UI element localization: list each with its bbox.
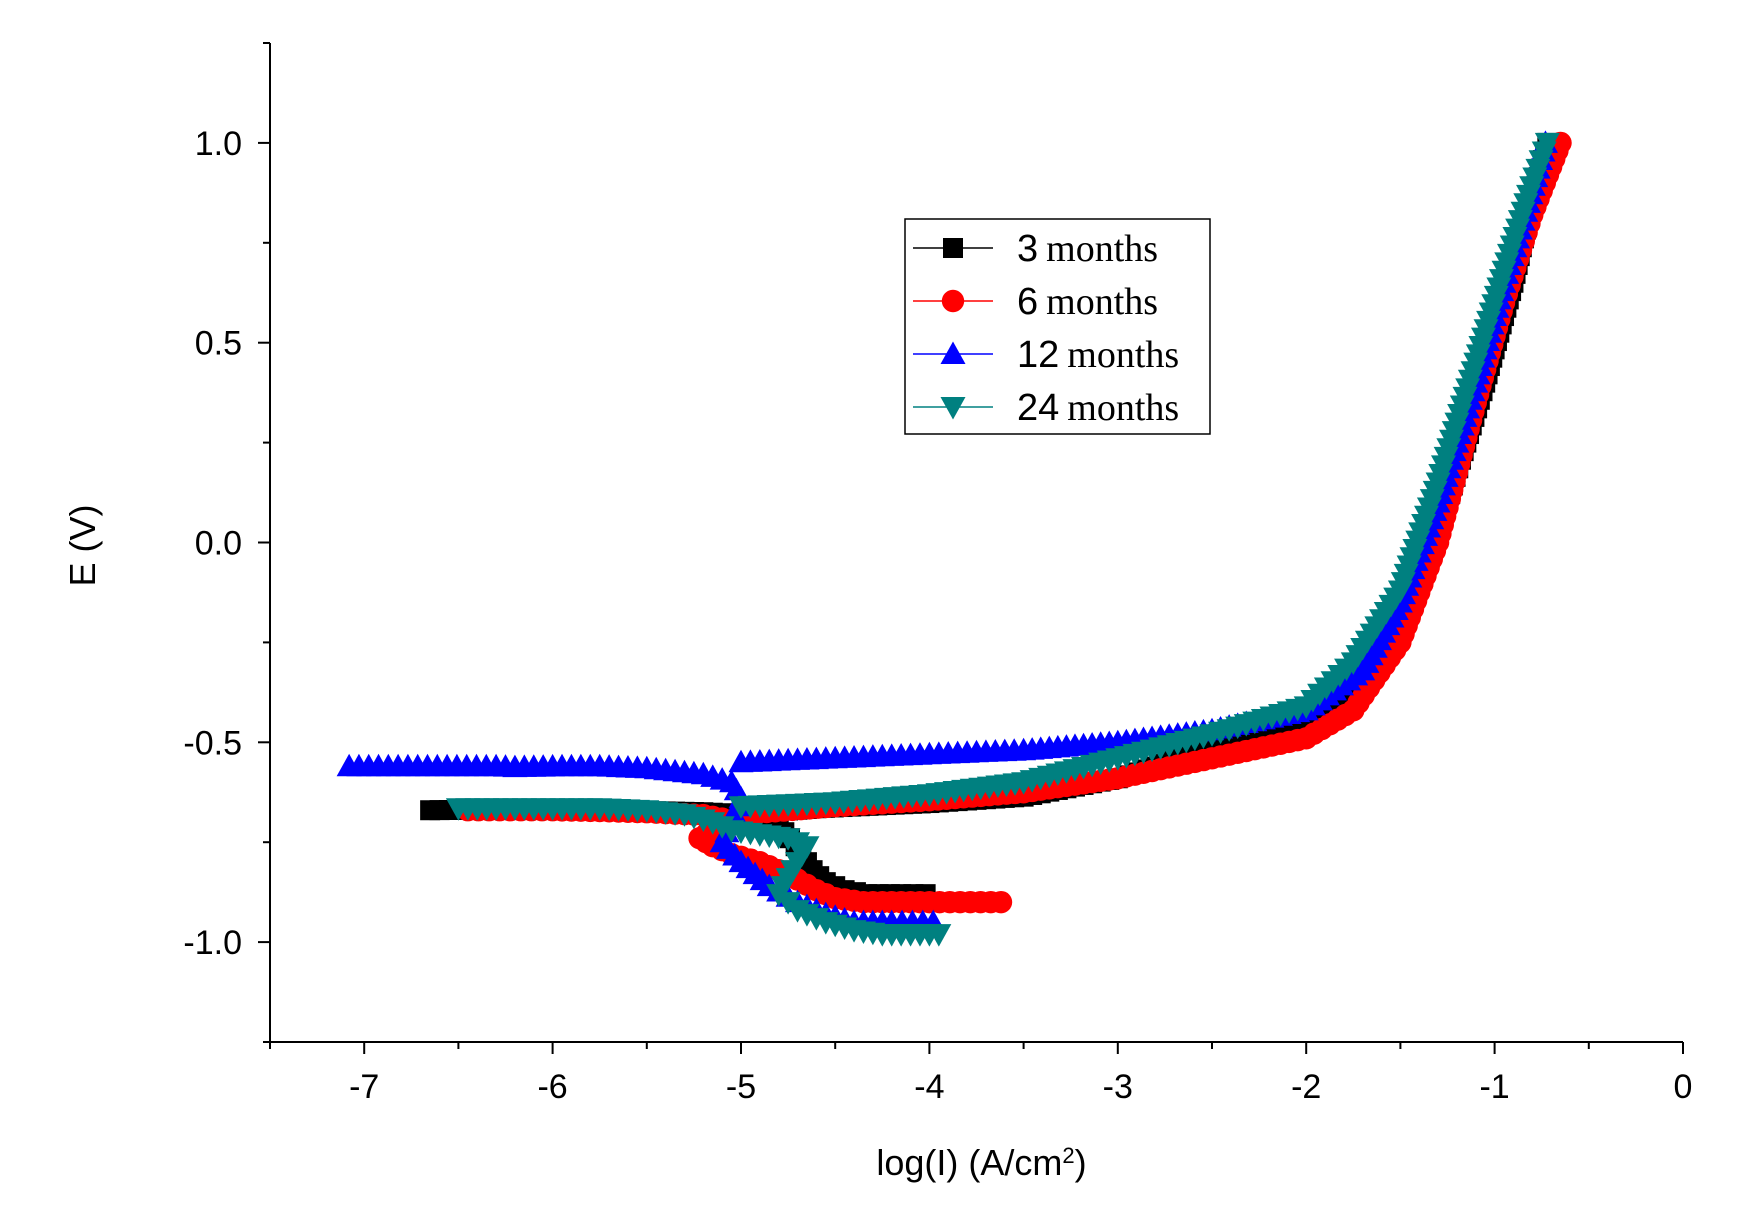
legend-entry: 12 months: [913, 334, 1179, 376]
legend-entry: 3 months: [913, 228, 1158, 270]
series-24-months: [445, 132, 1560, 947]
legend-unit: months: [1046, 281, 1158, 323]
legend-unit: months: [1067, 387, 1179, 429]
x-tick-label: -4: [914, 1068, 944, 1106]
legend-label: 6 months: [1017, 281, 1158, 323]
x-tick-label: -5: [726, 1068, 756, 1106]
legend-entry: 6 months: [913, 281, 1158, 323]
y-tick-label: -0.5: [183, 724, 242, 762]
x-tick-label: -7: [349, 1068, 379, 1106]
legend-label: 12 months: [1017, 334, 1179, 376]
legend-marker: [941, 289, 965, 313]
y-tick-label: 0.0: [195, 525, 242, 563]
legend-label: 3 months: [1017, 228, 1158, 270]
x-tick-label: -6: [537, 1068, 567, 1106]
legend-unit: months: [1067, 334, 1179, 376]
legend-marker: [943, 238, 963, 258]
legend-number: 3: [1017, 228, 1038, 270]
x-axis-title-end: ): [1075, 1142, 1087, 1183]
data-point: [1534, 132, 1560, 156]
legend-marker: [940, 397, 966, 420]
x-axis-title-superscript: 2: [1062, 1143, 1074, 1168]
data-point: [445, 798, 471, 821]
x-tick-label: -1: [1479, 1068, 1509, 1106]
x-axis-title-main: log(I) (A/cm: [876, 1142, 1062, 1183]
legend-unit: months: [1046, 228, 1158, 270]
y-tick-label: 1.0: [195, 125, 242, 163]
y-tick-label: 0.5: [195, 325, 242, 363]
data-point: [336, 753, 362, 777]
legend-label: 24 months: [1017, 387, 1179, 429]
y-tick-label: -1.0: [183, 924, 242, 962]
x-tick-label: -2: [1291, 1068, 1321, 1106]
y-axis-title: E (V): [62, 504, 103, 586]
x-tick-label: 0: [1674, 1068, 1693, 1106]
plot-area: [336, 130, 1572, 947]
data-point: [420, 800, 441, 821]
x-tick-label: -3: [1103, 1068, 1133, 1106]
legend-number: 24: [1017, 387, 1059, 429]
legend-number: 6: [1017, 281, 1038, 323]
legend-entry: 24 months: [913, 387, 1179, 429]
ticks: -7 -6 -5 -4 -3 -2 -1 0 -1.0 -0.5 0.0 0.5 1.0: [183, 42, 1693, 1106]
legend-marker: [940, 341, 966, 364]
legend-number: 12: [1017, 334, 1059, 376]
x-axis-title: log(I) (A/cm2): [876, 1142, 1086, 1183]
